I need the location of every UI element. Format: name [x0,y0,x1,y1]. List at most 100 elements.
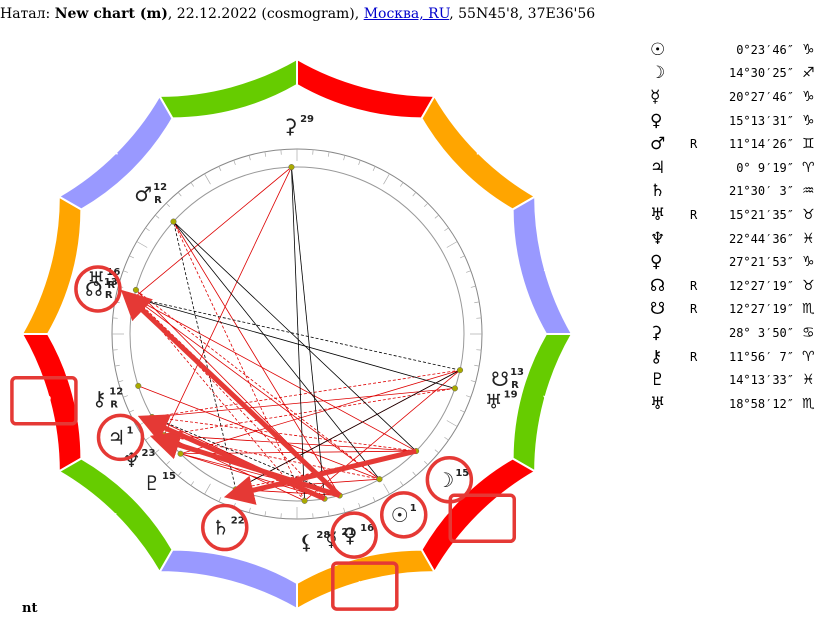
degree-tick [190,182,195,187]
zodiac-sign-icon: ♈ [802,159,815,176]
degree-tick [474,364,480,367]
zodiac-sign-icon: ♓ [802,372,815,389]
north-node-degree: 13 [104,277,118,288]
zodiac-sign-icon: ♏ [802,395,815,412]
planet-position: 22°44′36″ [728,231,794,246]
zodiac-sign-icon: ♓ [802,230,815,247]
aspect-line-red [133,297,417,452]
pluto-dot [177,450,184,457]
degree-tick [466,395,471,398]
sun-icon: ☉ [391,503,409,527]
chart-planets: ☉ 1☽ 15♀ 16☿ 21⚸ 28♄ 22♇ 15♆ 23♃ 1⚷ 12R☊ 13R♅ 16R♂ 12… [85,114,524,554]
planet-row-sun: ☉ 0°23′46″ ♑ [650,38,822,62]
sun-degree: 1 [410,503,417,514]
aspect-line-red [138,385,380,480]
degree-tick [444,436,449,441]
aquarius-sign-icon: ♒ [222,578,237,598]
vertex-degree: 19 [504,390,518,401]
degree-tick [145,227,150,232]
uranus-dot [132,286,139,293]
planet-row-south-node: ☋ R 12°27′19″ ♏ [650,298,822,322]
sun-icon: ☉ [650,39,666,60]
aspect-line-red [164,434,417,452]
zodiac-sign-icon: ♈ [802,348,815,365]
zodiac-ring: ♈ ♉ ♊ ♋ ♌ ♍ ♎ ♏ ♐ ♑ ♒ ♓ [20,57,574,611]
planet-position: 15°21′35″ [728,207,794,222]
vertex-icon: ♅ [485,390,503,414]
planet-position: 21°30′ 3″ [728,184,794,199]
retrograde-flag: R [690,137,698,152]
zodiac-sign-icon: ♉ [802,206,815,223]
degree-tick [444,227,449,232]
annotations [10,265,517,611]
aspect-line-black [291,167,325,499]
header-prefix: Натал: [0,6,55,22]
planet-row-lilith: ♀ 27°21′53″ ♑ [650,250,822,274]
capricorn-highlight-box [331,561,399,611]
south-node-retrograde: R [511,380,519,391]
aspect-line-red [163,166,292,436]
aspect-line-red [135,289,380,480]
inner-aspect-circle [129,166,465,502]
venus-icon: ♀ [343,523,358,547]
degree-tick [264,511,267,517]
chiron-retrograde: R [110,400,118,411]
degree-tick [327,511,330,517]
retrograde-flag [690,392,704,416]
planet-position: 0°23′46″ [736,42,794,57]
degree-tick [190,481,195,486]
planet-row-north-node: ☊ R 12°27′19″ ♉ [650,274,822,298]
footer-text: nt [22,601,38,616]
degree-tick [446,241,458,248]
pluto-degree: 15 [162,471,176,482]
degree-tick [459,255,465,259]
zodiac-sign-icon: ♏ [802,301,815,318]
location-link[interactable]: Москва, RU [363,6,450,22]
planet-position: 11°14′26″ [728,137,794,152]
planet-row-mars: ♂ R 11°14′26″ ♊ [650,132,822,156]
moon-icon: ☽ [436,468,454,492]
aries-sign-icon: ♈ [36,393,51,413]
aspect-line-red [133,297,380,480]
zodiac-sign-icon: ♋ [802,324,815,341]
degree-tick [129,409,135,413]
aspect-line-black [151,416,340,496]
planet-row-vertex: ♅ 18°58′12″ ♏ [650,392,822,416]
retrograde-flag [690,85,704,109]
aries-highlight-box [10,376,78,426]
venus-degree: 16 [360,523,374,534]
selena-icon: ⚳ [650,322,663,343]
planet-row-moon: ☽ 14°30′25″ ♐ [650,62,822,86]
aspect-line-black [133,297,456,389]
degree-tick [327,151,330,157]
moon-degree: 15 [455,468,469,479]
degree-tick [372,496,376,502]
degree-tick [129,255,135,259]
degree-tick [399,481,404,486]
degree-tick [343,507,346,513]
degree-tick [204,173,211,185]
aspect-line-black [173,221,237,490]
planet-position: 11°56′ 7″ [728,349,794,364]
scorpio-sign-icon: ♏ [542,393,557,413]
saturn-icon: ♄ [212,516,230,540]
degree-tick [358,160,361,165]
degree-tick [123,270,128,273]
degree-tick [136,241,148,248]
degree-tick [424,461,429,466]
degree-tick [204,483,211,495]
planet-position: 18°58′12″ [728,396,794,411]
south-node-icon: ☋ [491,367,509,391]
planet-row-mercury: ☿ 20°27′46″ ♑ [650,85,822,109]
sign-segment-pisces [56,457,174,575]
zodiac-sign-icon: ♉ [802,277,815,294]
lilith-icon: ♀ [650,252,663,273]
uranus-icon: ♅ [87,267,105,291]
coordinates: , 55N45'8, 37E36'56 [449,6,596,22]
planet-row-selena: ⚳ 28° 3′50″ ♋ [650,321,822,345]
south-node-dot [456,367,464,374]
degree-tick [114,364,120,367]
pluto-icon: ♇ [143,471,161,495]
zodiac-sign-icon: ♑ [802,88,815,105]
